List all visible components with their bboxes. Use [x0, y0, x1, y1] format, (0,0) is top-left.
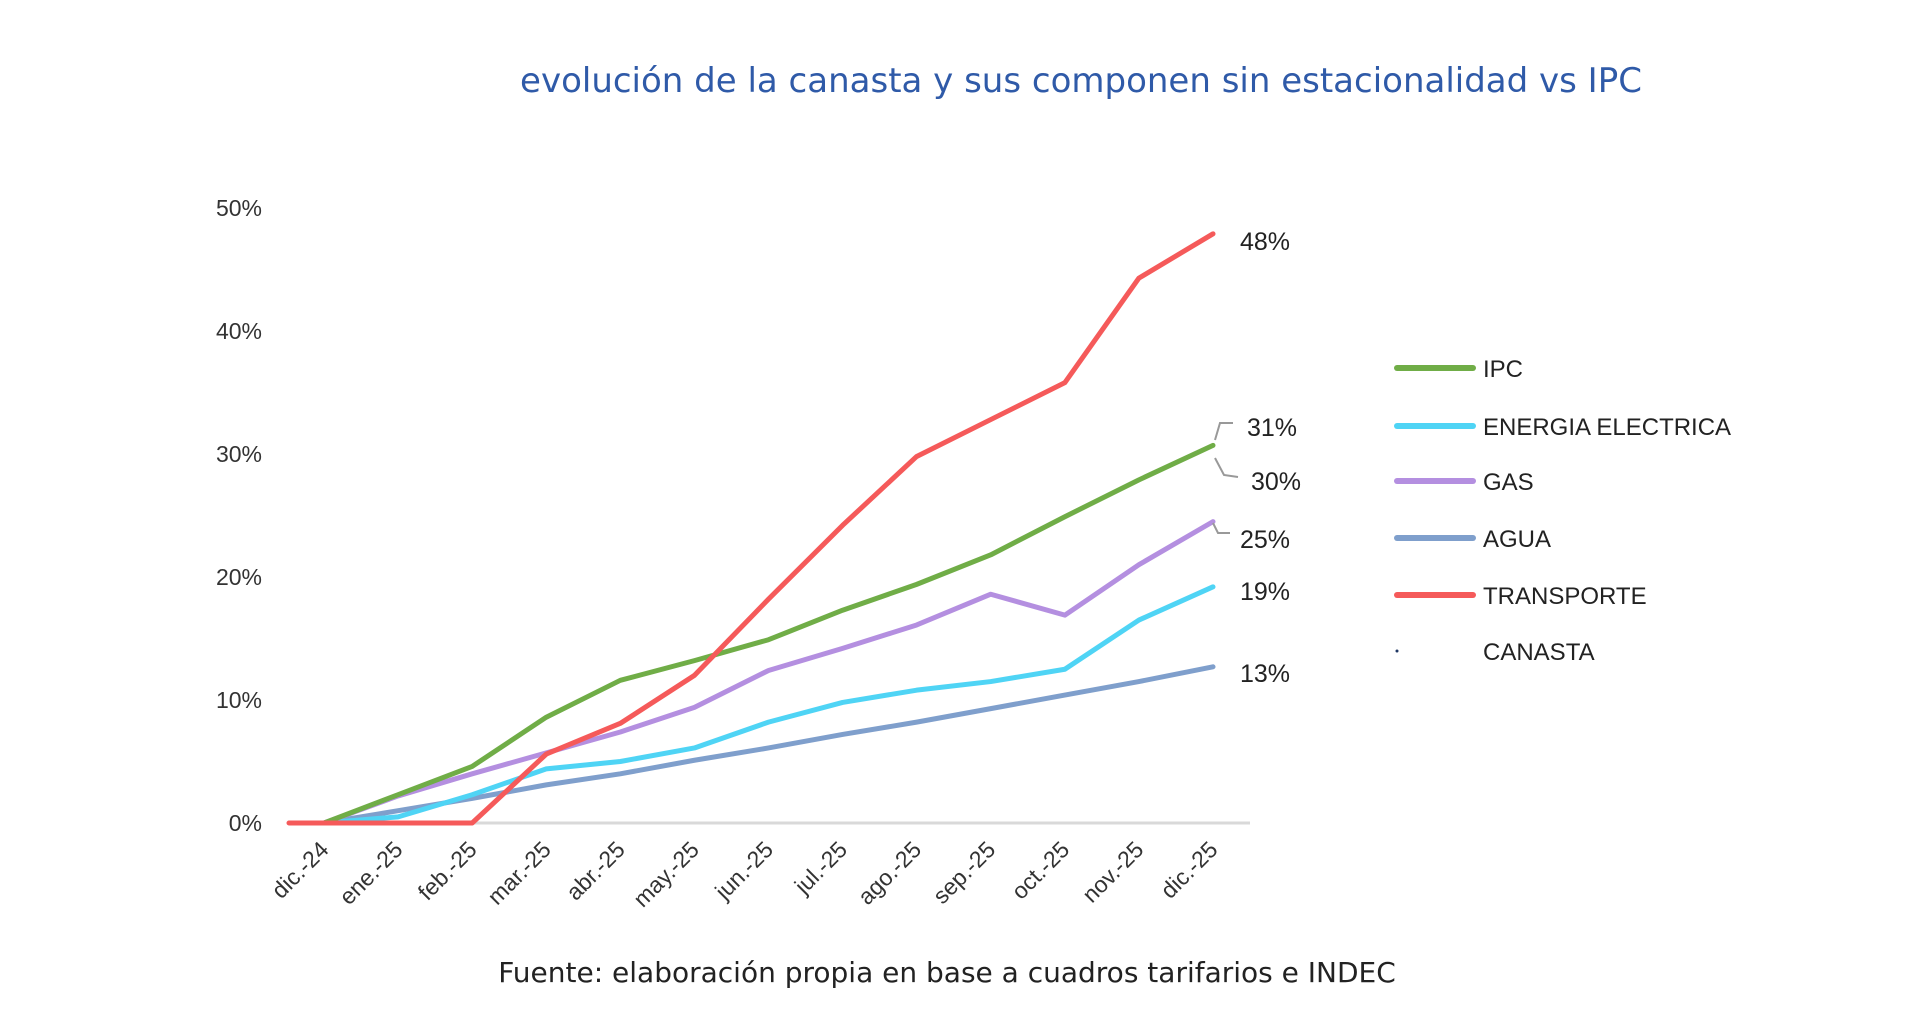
x-tick-label: oct.-25	[1006, 836, 1074, 904]
legend-label: GAS	[1483, 469, 1534, 496]
x-tick-label: ago.-25	[853, 836, 927, 910]
data-label: 31%	[1247, 414, 1297, 442]
legend-label: TRANSPORTE	[1483, 583, 1647, 610]
series-line-ipc	[321, 442, 1216, 826]
leader-line	[1212, 522, 1230, 534]
x-tick-label: sep.-25	[928, 836, 1001, 909]
data-label: 19%	[1240, 578, 1290, 606]
y-tick-label: 30%	[216, 441, 262, 467]
y-tick-label: 20%	[216, 564, 262, 590]
chart-source: Fuente: elaboración propia en base a cua…	[498, 956, 1396, 989]
leader-line	[1214, 422, 1233, 441]
leader-line	[1214, 457, 1239, 478]
data-label: 13%	[1240, 660, 1290, 688]
y-tick-label: 40%	[216, 318, 262, 344]
legend-label: IPC	[1483, 356, 1523, 383]
x-tick-label: ene.-25	[334, 836, 408, 910]
legend-label: CANASTA	[1483, 639, 1595, 666]
data-label: 48%	[1240, 228, 1290, 256]
y-tick-label: 50%	[216, 195, 262, 221]
chart-title: evolución de la canasta y sus componen s…	[520, 61, 1642, 101]
x-tick-label: mar.-25	[482, 836, 556, 910]
legend-label: AGUA	[1483, 526, 1551, 553]
y-tick-label: 0%	[229, 810, 262, 836]
series-line-transporte	[286, 231, 1216, 826]
legend-marker	[1395, 649, 1399, 653]
x-tick-label: dic.-24	[266, 836, 333, 903]
series-line-energia-electrica	[321, 584, 1216, 826]
series-line-agua	[321, 664, 1216, 826]
legend-label: ENERGIA ELECTRICA	[1483, 414, 1731, 441]
y-tick-label: 10%	[216, 687, 262, 713]
series-line-gas	[321, 519, 1216, 826]
x-tick-label: jun.-25	[709, 836, 778, 905]
x-tick-label: nov.-25	[1077, 836, 1148, 907]
x-tick-label: abr.-25	[561, 836, 630, 905]
data-label: 25%	[1240, 526, 1290, 554]
x-tick-label: feb.-25	[413, 836, 482, 905]
data-label: 30%	[1251, 468, 1301, 496]
x-tick-label: jul.-25	[789, 836, 852, 899]
x-tick-label: may.-25	[628, 836, 704, 912]
x-tick-label: dic.-25	[1155, 836, 1222, 903]
